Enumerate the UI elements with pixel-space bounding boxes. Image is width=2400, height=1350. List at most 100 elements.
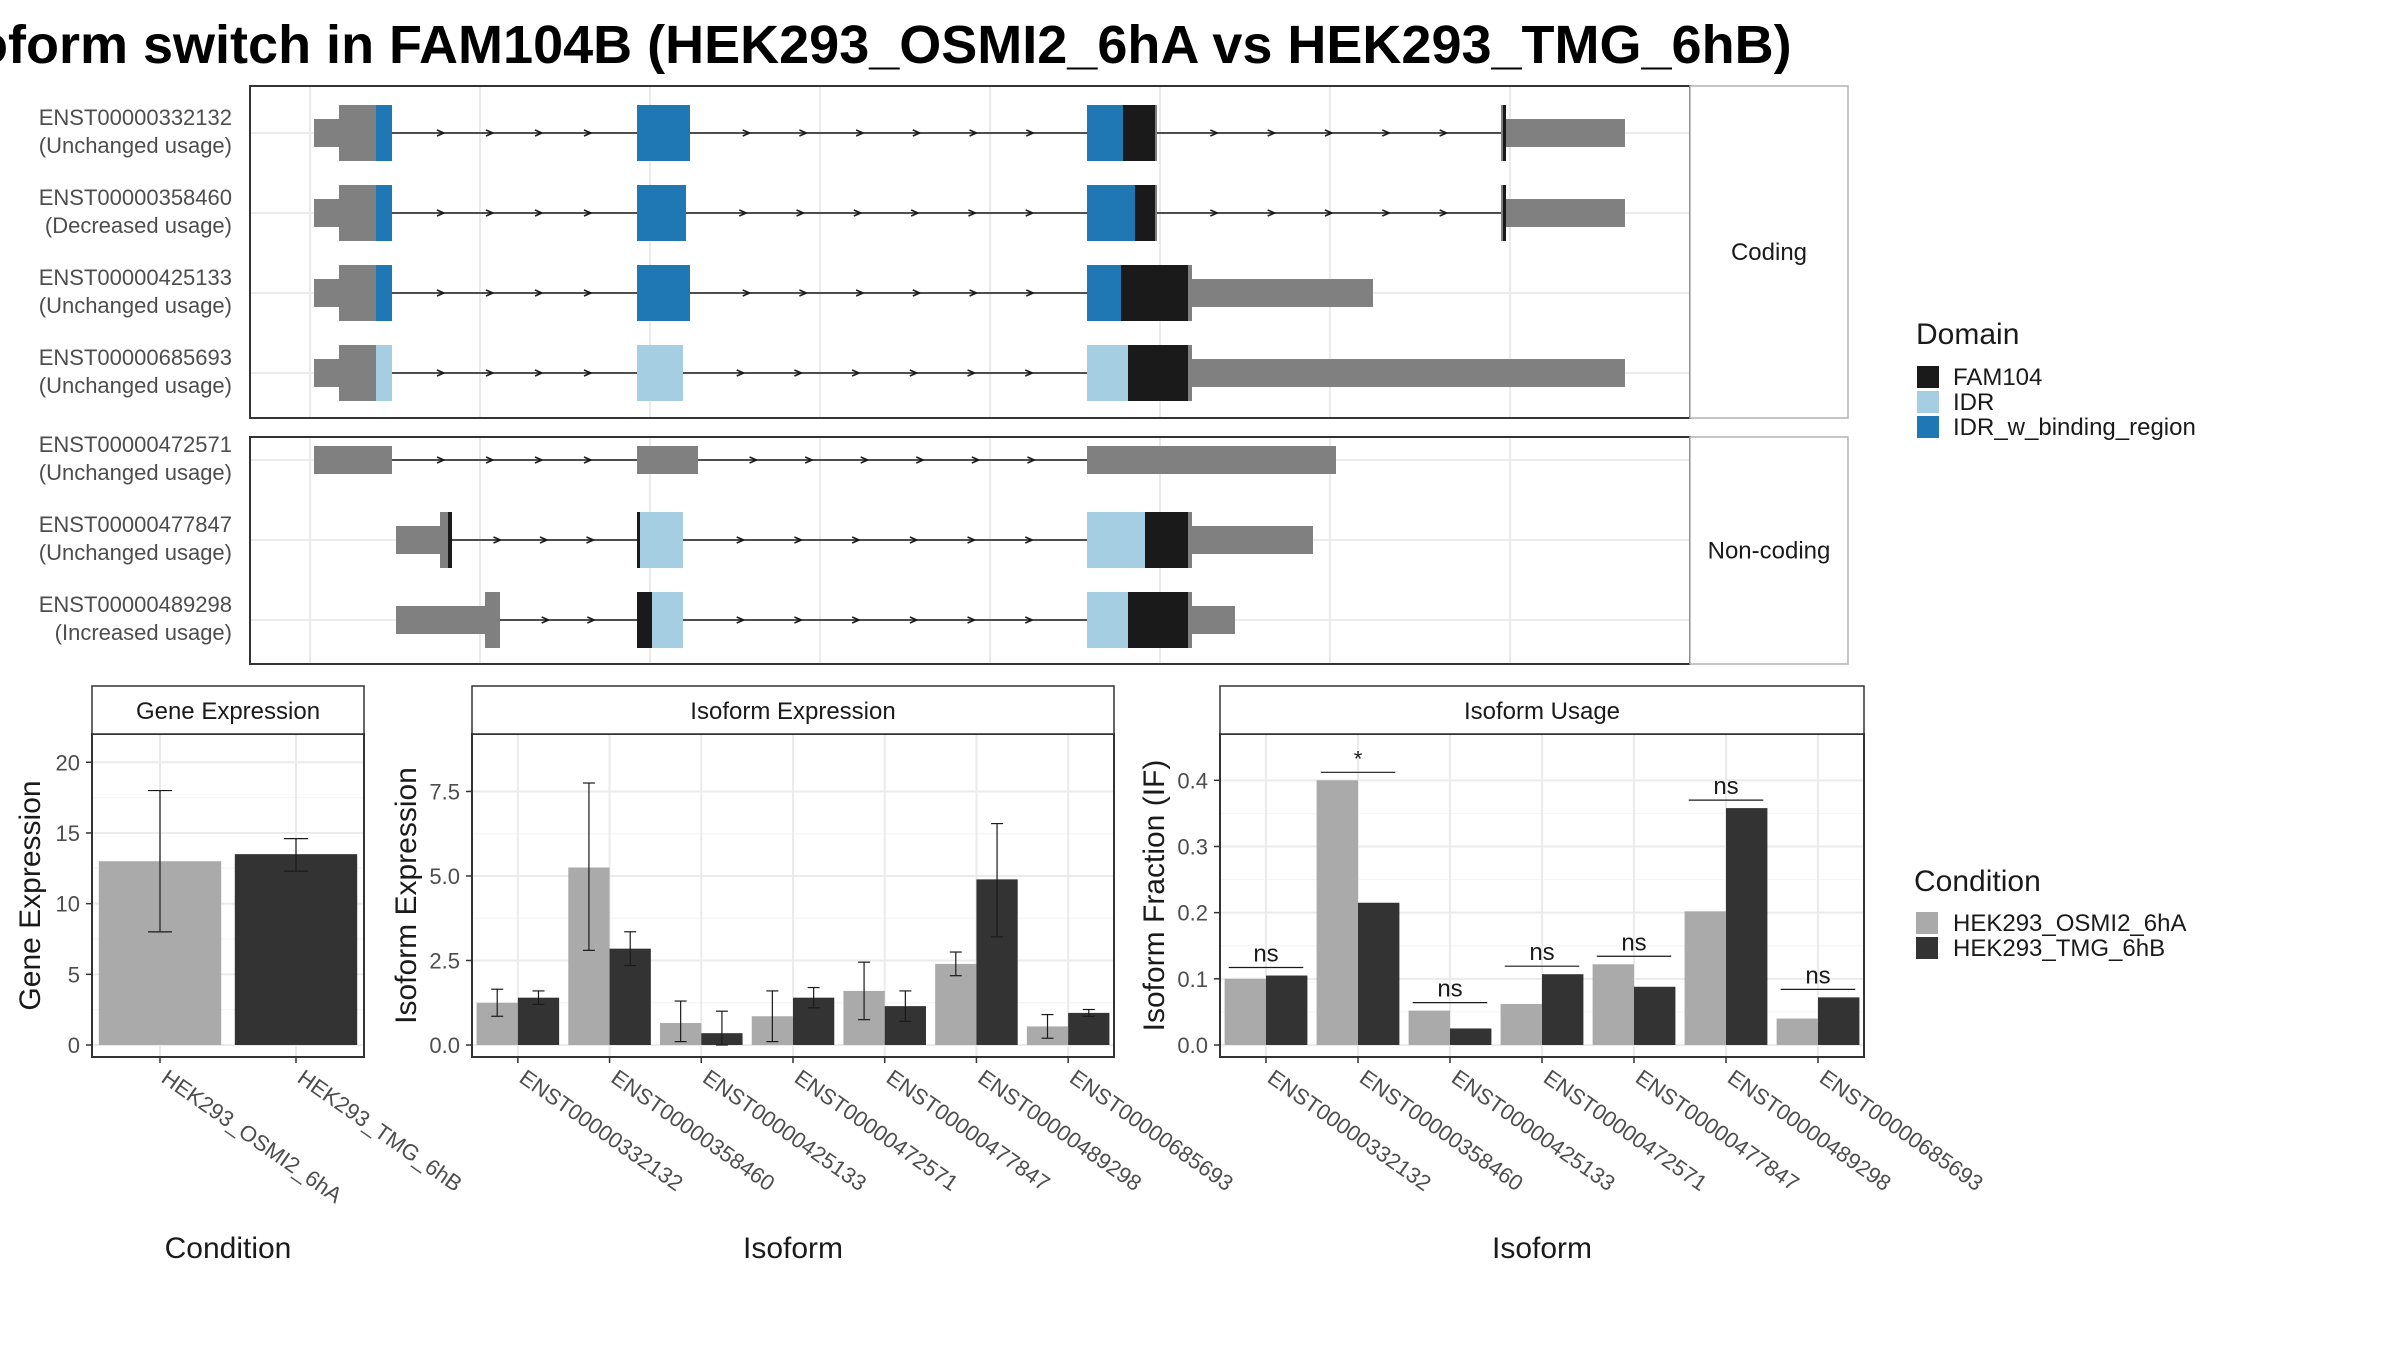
intron-arrow [485, 209, 495, 217]
intron-arrow [534, 209, 544, 217]
intron-arrow [851, 536, 862, 544]
y-tick-label: 0 [68, 1033, 80, 1058]
intron-arrow [485, 369, 495, 377]
x-tick-label: ENST00000332132 [1263, 1065, 1436, 1196]
domain-segment [376, 185, 392, 241]
intron-arrow [912, 129, 922, 137]
intron-arrow [855, 289, 866, 297]
plot-title: Isoform switch in FAM104B (HEK293_OSMI2_… [0, 15, 1792, 75]
intron-arrow [971, 456, 981, 464]
domain-segment [448, 512, 452, 568]
intron-arrow [1025, 289, 1036, 297]
y-tick-label: 0.1 [1177, 967, 1208, 992]
x-tick-label: ENST00000685693 [1065, 1065, 1238, 1196]
domain-segment [637, 592, 652, 648]
transcript-ENST00000332132: ENST00000332132 (Unchanged usage) [39, 105, 1625, 161]
intron-arrow [967, 536, 977, 544]
transcript-usage-label: (Increased usage) [55, 620, 232, 645]
intron-arrow [1382, 129, 1392, 137]
intron-arrow [436, 289, 446, 297]
intron-arrow [541, 616, 551, 624]
intron-arrow [967, 616, 977, 624]
chart-2: Isoform Expression0.02.55.07.5ENST000003… [390, 685, 1238, 1265]
legend-label: HEK293_OSMI2_6hA [1953, 910, 2186, 937]
transcript-id-label: ENST00000332132 [39, 105, 232, 130]
transcript-ENST00000477847: ENST00000477847 (Unchanged usage) [39, 512, 1313, 568]
transcript-usage-label: (Unchanged usage) [39, 133, 232, 158]
intron-arrow [493, 536, 503, 544]
intron-arrow [1382, 209, 1392, 217]
bar-HEK293_OSMI2_6hA-ENST00000685693 [1776, 1018, 1818, 1045]
structure-panel-coding: ENST00000332132(Unchanged usage)ENST0000… [39, 85, 1849, 419]
exon [314, 119, 339, 147]
structure-strip-label: Coding [1731, 239, 1807, 266]
legend-swatch [1917, 416, 1939, 438]
bar-HEK293_TMG_6hB-ENST00000332132 [517, 997, 560, 1045]
intron-arrow [534, 129, 544, 137]
transcript-usage-label: (Unchanged usage) [39, 460, 232, 485]
domain-segment [1121, 265, 1188, 321]
x-axis-label: Isoform [1492, 1232, 1592, 1265]
exon [1192, 279, 1373, 307]
condition-legend-title: Condition [1914, 865, 2041, 898]
intron-arrow [1027, 456, 1037, 464]
transcript-id-label: ENST00000685693 [39, 345, 232, 370]
intron-arrow [910, 209, 921, 217]
bar-HEK293_TMG_6hB-ENST00000425133 [1450, 1028, 1492, 1045]
domain-segment [1145, 512, 1188, 568]
domain-segment [1087, 345, 1128, 401]
intron-arrow [1024, 369, 1035, 377]
domain-segment [1087, 105, 1123, 161]
bar-HEK293_TMG_6hB-ENST00000685693 [1068, 1012, 1110, 1045]
domain-segment [1123, 105, 1155, 161]
structure-strip [1689, 436, 1849, 665]
intron-arrow [534, 456, 544, 464]
legend-swatch [1917, 366, 1939, 388]
intron-arrow [967, 369, 977, 377]
structure-panel-noncoding: ENST00000472571(Unchanged usage)ENST0000… [39, 432, 1849, 665]
intron-arrow [851, 616, 862, 624]
domain-segment [637, 512, 640, 568]
intron-arrow [436, 369, 446, 377]
intron-arrow [539, 536, 549, 544]
transcript-ENST00000685693: ENST00000685693 (Unchanged usage) [39, 345, 1625, 401]
significance-label: ns [1437, 976, 1462, 1003]
y-tick-label: 0.3 [1177, 834, 1208, 859]
x-tick-label: ENST00000358460 [1355, 1065, 1528, 1196]
intron-arrow [968, 209, 978, 217]
exon [637, 446, 698, 474]
legend-label: HEK293_TMG_6hB [1953, 935, 2165, 962]
bar-HEK293_OSMI2_6hA-ENST00000489298 [935, 963, 977, 1045]
exon [1192, 359, 1625, 387]
intron-arrow [909, 369, 919, 377]
x-tick-label: ENST00000472571 [1539, 1065, 1712, 1196]
x-tick-label: ENST00000477847 [1631, 1065, 1804, 1196]
intron-arrow [912, 289, 922, 297]
x-tick-label: ENST00000472571 [790, 1065, 963, 1196]
bar-HEK293_TMG_6hB-ENST00000685693 [1818, 997, 1860, 1045]
significance-label: ns [1529, 939, 1554, 966]
y-tick-label: 0.4 [1177, 768, 1208, 793]
legend-swatch [1917, 391, 1939, 413]
intron-arrow [583, 456, 593, 464]
y-tick-label: 0.0 [1177, 1033, 1208, 1058]
exon [396, 526, 440, 554]
intron-arrow [736, 616, 746, 624]
y-axis-label: Gene Expression [14, 780, 47, 1010]
domain-segment [376, 345, 392, 401]
transcript-usage-label: (Decreased usage) [45, 213, 232, 238]
significance-label: ns [1805, 962, 1830, 989]
domain-segment [1128, 592, 1188, 648]
significance-label: * [1354, 746, 1363, 771]
intron-arrow [804, 456, 815, 464]
intron-arrow [738, 209, 749, 217]
domain-segment [1087, 265, 1121, 321]
intron-arrow [583, 129, 593, 137]
y-tick-label: 20 [56, 750, 80, 775]
legend-label: FAM104 [1953, 364, 2042, 391]
intron-arrow [915, 456, 926, 464]
intron-arrow [799, 129, 809, 137]
bar-HEK293_OSMI2_6hA-ENST00000358460 [1316, 780, 1358, 1045]
intron-arrow [794, 616, 804, 624]
